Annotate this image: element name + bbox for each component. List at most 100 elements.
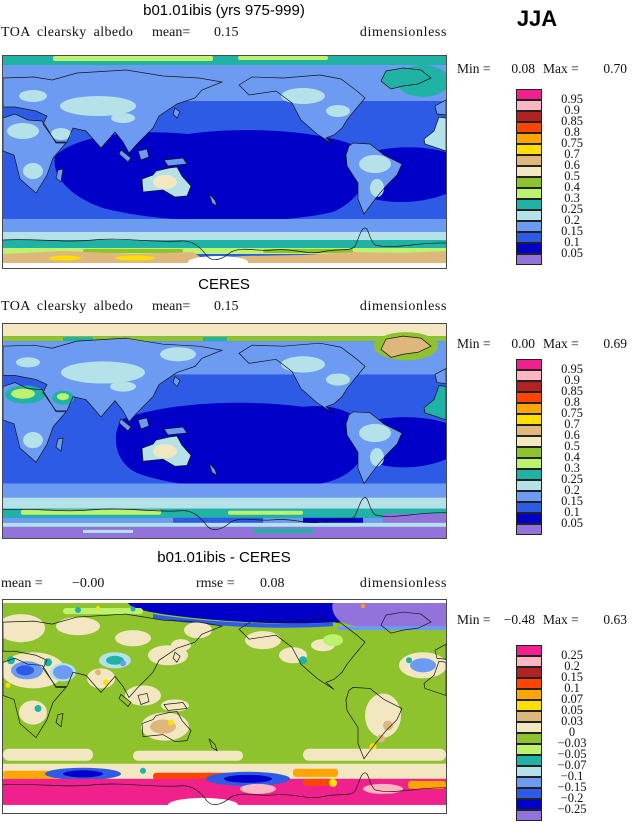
colorbar-chip — [516, 733, 542, 744]
panel2-colorbar: 0.95 0.9 0.85 0.8 0.75 0.7 0.6 0.5 0.4 0.3 0.25 0.2… — [516, 359, 626, 535]
colorbar-chip — [516, 513, 542, 524]
model-albedo-map — [3, 56, 446, 268]
panel1-colorbar: 0.95 0.9 0.85 0.8 0.75 0.7 0.6 0.5 0.4 0.3 0.25 0.2… — [516, 89, 626, 265]
colorbar-chip — [516, 188, 542, 199]
panel1-stats-row: TOA clearsky albedo mean= 0.15 dimension… — [0, 25, 448, 43]
ceres-albedo-map — [3, 324, 446, 538]
panel2-variable: TOA clearsky albedo — [1, 299, 134, 314]
colorbar-chip — [516, 436, 542, 447]
colorbar-chip — [516, 155, 542, 166]
panel3-mean-label: mean = — [1, 576, 43, 591]
colorbar-level-label: 0.2 — [564, 213, 580, 227]
colorbar-chip — [516, 359, 542, 370]
colorbar-level-label: −0.15 — [557, 780, 587, 794]
colorbar-level-label: −0.25 — [557, 802, 587, 816]
panel3-min-label: Min = — [457, 612, 491, 627]
colorbar-level-label: 0.1 — [564, 235, 580, 249]
panel3-rmse-value: 0.08 — [260, 576, 285, 591]
colorbar-level-label: 0.8 — [564, 395, 580, 409]
panel3-map — [2, 599, 447, 814]
colorbar-level-label: 0.05 — [561, 703, 583, 717]
season-label: JJA — [516, 6, 558, 31]
panel1-minmax: Min = 0.08 Max = 0.70 — [455, 61, 633, 77]
colorbar-chip — [516, 447, 542, 458]
colorbar-level-label: 0.7 — [564, 417, 580, 431]
colorbar-level-label: 0.4 — [564, 450, 580, 464]
colorbar-level-label: −0.2 — [560, 791, 584, 805]
colorbar-chip — [516, 199, 542, 210]
colorbar-chip — [516, 111, 542, 122]
panel2-stats-row: TOA clearsky albedo mean= 0.15 dimension… — [0, 299, 448, 317]
colorbar-chip — [516, 221, 542, 232]
colorbar-chip — [516, 414, 542, 425]
colorbar-chip — [516, 425, 542, 436]
colorbar-level-label: 0.15 — [561, 670, 583, 684]
colorbar-chip — [516, 689, 542, 700]
panel1-min-label: Min = — [457, 61, 491, 76]
colorbar-level-label: 0.6 — [564, 158, 580, 172]
difference-map — [3, 600, 446, 813]
colorbar-chip — [516, 381, 542, 392]
colorbar-chip — [516, 210, 542, 221]
colorbar-level-label: 0.2 — [564, 483, 580, 497]
panel3-units: dimensionless — [359, 576, 447, 591]
colorbar-chip — [516, 133, 542, 144]
panel3-stats-row: mean = −0.00 rmse = 0.08 dimensionless — [0, 576, 448, 594]
colorbar-chip — [516, 777, 542, 788]
colorbar-level-label: 0.9 — [564, 373, 580, 387]
colorbar-level-label: −0.05 — [557, 747, 587, 761]
panel1-max-value: 0.70 — [603, 61, 627, 76]
panel3-minmax: Min = −0.48 Max = 0.63 — [455, 612, 633, 628]
panel2-min-label: Min = — [457, 336, 491, 351]
panel1-max-label: Max = — [543, 61, 579, 76]
colorbar-level-label: 0.1 — [564, 505, 580, 519]
panel2-map — [2, 323, 447, 539]
colorbar-chip — [516, 711, 542, 722]
panel3-max-value: 0.63 — [603, 612, 627, 627]
panel3-mean-value: −0.00 — [72, 576, 105, 591]
panel1-mean-label: mean= — [152, 25, 191, 40]
panel1-mean-value: 0.15 — [214, 25, 239, 40]
colorbar-chip — [516, 810, 542, 821]
panel3-max-label: Max = — [543, 612, 579, 627]
panel2-units: dimensionless — [359, 299, 447, 314]
colorbar-level-label: 0.07 — [561, 692, 583, 706]
panel2-mean-label: mean= — [152, 299, 191, 314]
colorbar-level-label: −0.07 — [557, 758, 587, 772]
colorbar-level-label: 0.1 — [564, 681, 580, 695]
colorbar-chip — [516, 177, 542, 188]
colorbar-chip — [516, 89, 542, 100]
colorbar-level-label: 0.7 — [564, 147, 580, 161]
panel1-variable: TOA clearsky albedo — [1, 25, 134, 40]
colorbar-level-label: 0.25 — [561, 202, 583, 216]
colorbar-chip — [516, 254, 542, 265]
panel1-units: dimensionless — [359, 25, 447, 40]
colorbar-level-label: −0.1 — [560, 769, 584, 783]
colorbar-chip — [516, 722, 542, 733]
colorbar-level-label: 0.85 — [561, 384, 583, 398]
panel3-colorbar: 0.25 0.2 0.15 0.1 0.07 0.05 0.03 0 −0.03 −0.05 −0.… — [516, 645, 626, 821]
colorbar-level-label: 0.2 — [564, 659, 580, 673]
colorbar-level-label: 0.4 — [564, 180, 580, 194]
colorbar-chip — [516, 392, 542, 403]
colorbar-chip — [516, 766, 542, 777]
colorbar-level-label: −0.03 — [557, 736, 587, 750]
colorbar-chip — [516, 232, 542, 243]
colorbar-level-label: 0 — [568, 725, 576, 739]
colorbar-chip — [516, 243, 542, 254]
colorbar-chip — [516, 700, 542, 711]
colorbar-chip — [516, 403, 542, 414]
colorbar-chip — [516, 491, 542, 502]
colorbar-level-label: 0.15 — [561, 224, 583, 238]
colorbar-level-label: 0.25 — [561, 648, 583, 662]
colorbar-level-label: 0.6 — [564, 428, 580, 442]
colorbar-level-label: 0.75 — [561, 136, 583, 150]
colorbar-chip — [516, 678, 542, 689]
colorbar-chip — [516, 502, 542, 513]
colorbar-chip — [516, 144, 542, 155]
colorbar-chip — [516, 645, 542, 656]
colorbar-level-label: 0.75 — [561, 406, 583, 420]
panel2-mean-value: 0.15 — [214, 299, 239, 314]
panel1-map — [2, 55, 447, 269]
